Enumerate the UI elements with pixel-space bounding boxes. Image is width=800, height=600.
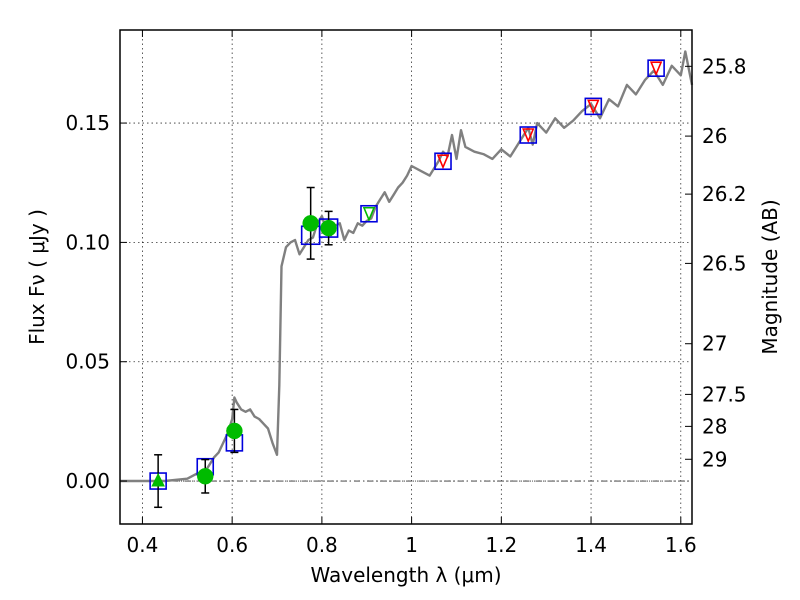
- marker-layer: [149, 59, 665, 509]
- y-tick-label: 0.15: [65, 111, 110, 135]
- mag-tick-label: 28: [702, 414, 727, 438]
- x-tick-label: 1.6: [665, 533, 697, 557]
- model-inner-triangle: [436, 154, 450, 170]
- x-tick-label: 0.6: [216, 533, 248, 557]
- y-tick-labels: 0.00 0.05 0.10 0.15: [65, 111, 110, 493]
- x-tick-label: 1: [405, 533, 418, 557]
- model-band-box: [519, 126, 538, 144]
- y-tick-label: 0.10: [65, 230, 110, 254]
- magnitude-tick-labels: 25.8 26 26.2 26.5 27 27.5 28 29: [702, 54, 747, 471]
- plot-frame: [119, 29, 693, 525]
- mag-tick-label: 26.5: [702, 251, 747, 275]
- model-band-box: [647, 59, 665, 77]
- model-band-box: [584, 97, 603, 116]
- mag-tick-label: 26.2: [702, 182, 747, 206]
- right-y-axis-label: Magnitude (AB): [758, 199, 782, 354]
- y-axis-label: Flux Fν ( μJy ): [25, 209, 49, 345]
- y-tick-label: 0.00: [65, 469, 110, 493]
- observed-point: [226, 422, 243, 440]
- x-tick-label: 0.8: [306, 533, 338, 557]
- model-inner-triangle: [522, 128, 535, 144]
- model-inner-triangle: [587, 99, 600, 115]
- model-band-box: [434, 152, 452, 171]
- observed-triangle-marker: [151, 472, 165, 487]
- observed-point: [302, 215, 319, 232]
- x-tick-label: 1.2: [485, 533, 517, 557]
- mag-tick-label: 27.5: [702, 382, 747, 406]
- mag-tick-label: 27: [702, 332, 727, 356]
- observed-point: [320, 219, 337, 237]
- mag-tick-label: 26: [702, 124, 727, 148]
- series-layer: [120, 50, 694, 483]
- tick-layer: [120, 30, 692, 524]
- mag-tick-label: 29: [702, 447, 727, 471]
- x-tick-labels: 0.4 0.6 0.8 1 1.2 1.4 1.6: [127, 533, 697, 557]
- model-spectrum-line: [120, 50, 694, 483]
- model-inner-triangle: [649, 61, 663, 77]
- x-axis-label: Wavelength λ (μm): [310, 563, 501, 587]
- x-tick-label: 0.4: [127, 533, 159, 557]
- x-tick-label: 1.4: [575, 533, 607, 557]
- observed-point: [196, 468, 214, 485]
- mag-tick-label: 25.8: [702, 54, 747, 78]
- y-tick-label: 0.05: [65, 350, 110, 374]
- model-inner-triangle: [362, 206, 376, 222]
- model-band-box: [360, 204, 378, 223]
